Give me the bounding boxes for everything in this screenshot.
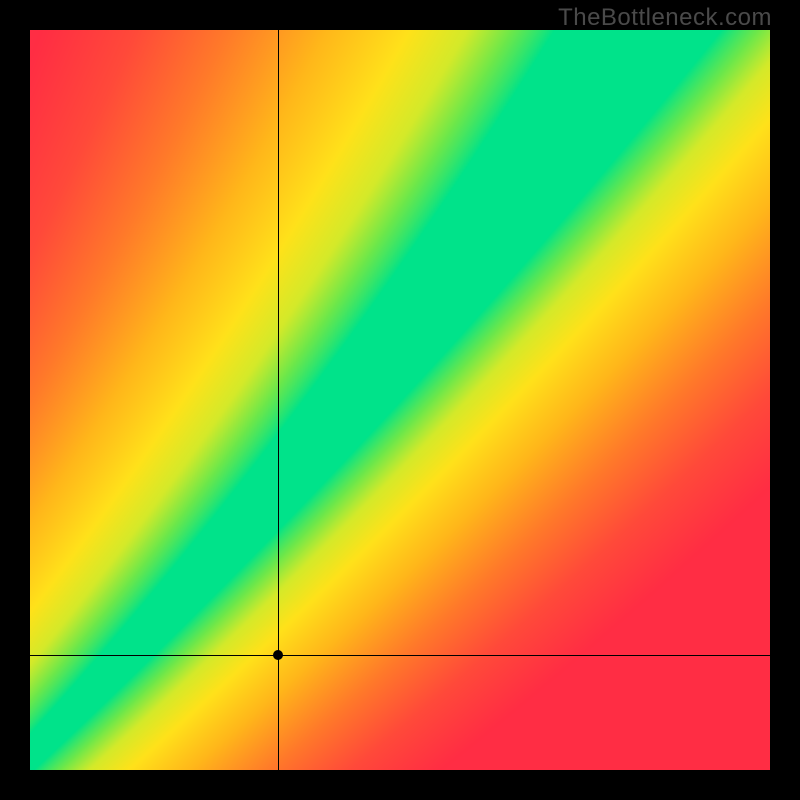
watermark-text: TheBottleneck.com [558, 4, 772, 32]
chart-container: TheBottleneck.com [0, 0, 800, 800]
plot-area [30, 30, 770, 770]
crosshair-horizontal [30, 655, 770, 656]
heatmap-canvas [30, 30, 770, 770]
marker-dot [273, 650, 283, 660]
